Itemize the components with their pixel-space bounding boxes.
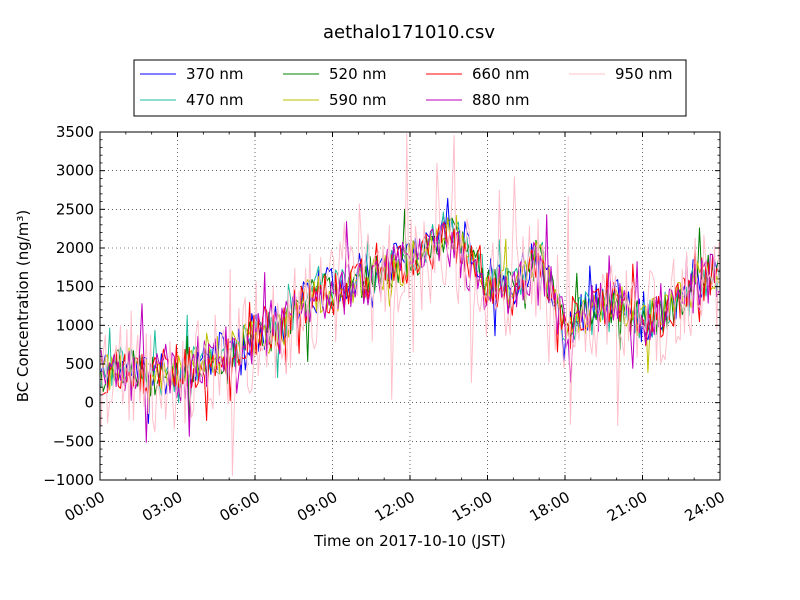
chart-title: aethalo171010.csv xyxy=(323,22,495,43)
x-tick-label: 12:00 xyxy=(372,488,418,525)
y-tick-label: 0 xyxy=(84,394,94,412)
y-tick-label: 3500 xyxy=(56,123,94,141)
x-tick-label: 00:00 xyxy=(62,488,108,525)
y-tick-label: 2500 xyxy=(56,200,94,218)
legend-label: 660 nm xyxy=(472,65,530,83)
plot-area xyxy=(99,131,721,481)
x-tick-label: 21:00 xyxy=(604,488,650,525)
series-group xyxy=(100,133,720,476)
x-tick-label: 24:00 xyxy=(682,488,728,525)
y-tick-label: −1000 xyxy=(43,471,94,489)
x-tick-label: 09:00 xyxy=(294,488,340,525)
legend-label: 950 nm xyxy=(615,65,673,83)
y-tick-label: −500 xyxy=(53,432,94,450)
series-line-950-nm xyxy=(100,133,720,476)
legend-label: 520 nm xyxy=(329,65,387,83)
legend: 370 nm 470 nm 520 nm 590 nm 660 nm 880 nm 950 … xyxy=(133,59,687,117)
x-tick-label: 18:00 xyxy=(527,488,573,525)
y-tick-label: 1000 xyxy=(56,316,94,334)
y-axis-label: BC Concentration (ng/m³) xyxy=(14,210,32,403)
y-tick-label: 500 xyxy=(65,355,94,373)
x-tick-labels: 00:00 03:00 06:00 09:00 12:00 15:00 18:00 21:00… xyxy=(62,488,728,525)
ticks xyxy=(99,131,721,481)
x-tick-label: 15:00 xyxy=(449,488,495,525)
legend-frame xyxy=(133,59,687,117)
x-axis-label: Time on 2017-10-10 (JST) xyxy=(313,532,506,550)
legend-label: 590 nm xyxy=(329,91,387,109)
y-tick-label: 2000 xyxy=(56,239,94,257)
x-tick-label: 06:00 xyxy=(217,488,263,525)
x-tick-label: 03:00 xyxy=(139,488,185,525)
y-tick-labels: −1000 −500 0 500 1000 1500 2000 2500 3000 3500 xyxy=(43,123,94,489)
legend-label: 880 nm xyxy=(472,91,530,109)
legend-label: 470 nm xyxy=(186,91,244,109)
legend-label: 370 nm xyxy=(186,65,244,83)
plot-background xyxy=(100,132,720,480)
y-tick-label: 3000 xyxy=(56,162,94,180)
y-tick-label: 1500 xyxy=(56,278,94,296)
